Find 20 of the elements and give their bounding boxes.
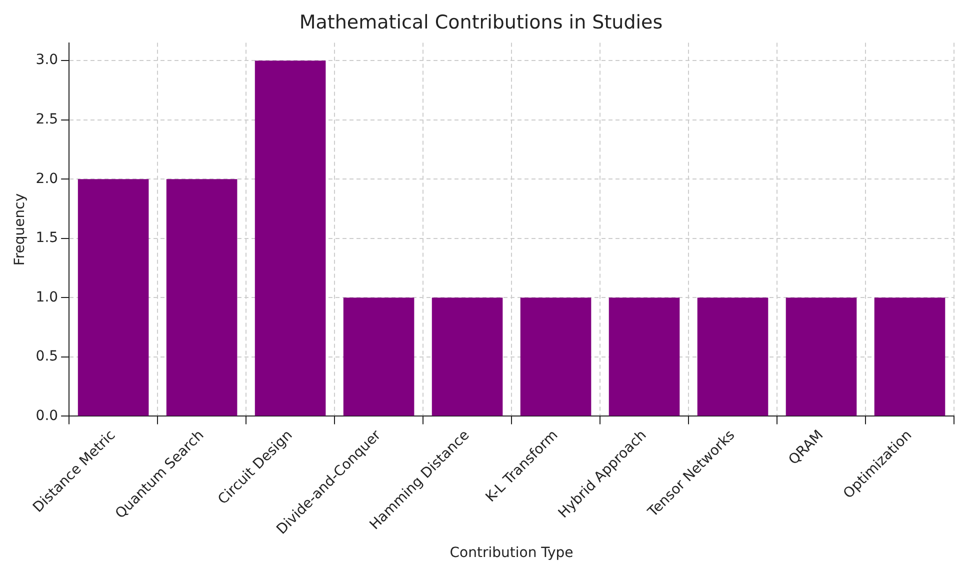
bar: [432, 298, 503, 416]
y-axis-title: Frequency: [12, 193, 28, 266]
y-tick-label: 2.5: [36, 112, 58, 128]
bar: [78, 179, 149, 416]
bar: [697, 298, 768, 416]
y-tick-label: 1.0: [36, 289, 58, 306]
chart-title: Mathematical Contributions in Studies: [299, 11, 663, 34]
x-axis-title: Contribution Type: [450, 545, 574, 562]
bar: [874, 298, 946, 416]
bar: [166, 179, 238, 416]
bar: [786, 298, 857, 416]
y-tick-label: 2.0: [36, 170, 58, 187]
bar: [520, 298, 592, 416]
bar: [343, 298, 414, 416]
bar: [608, 298, 680, 416]
y-tick-label: 0.0: [36, 408, 58, 424]
y-tick-label: 0.5: [36, 348, 58, 365]
y-tick-label: 1.5: [36, 230, 58, 246]
y-tick-label: 3.0: [36, 52, 58, 68]
bar: [254, 60, 326, 416]
